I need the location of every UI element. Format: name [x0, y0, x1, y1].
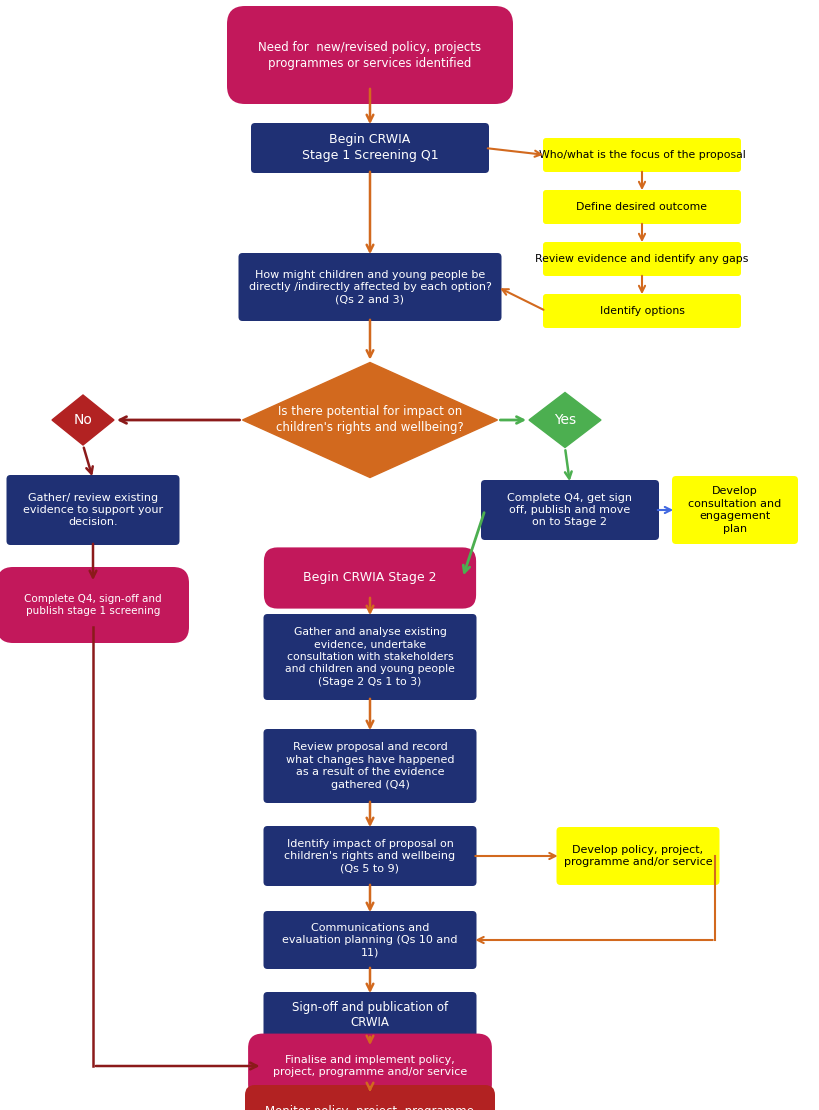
Text: Communications and
evaluation planning (Qs 10 and
11): Communications and evaluation planning (… [282, 922, 457, 958]
FancyBboxPatch shape [7, 475, 179, 545]
FancyBboxPatch shape [263, 992, 476, 1038]
Text: Gather and analyse existing
evidence, undertake
consultation with stakeholders
a: Gather and analyse existing evidence, un… [285, 627, 455, 687]
Polygon shape [242, 363, 497, 477]
FancyBboxPatch shape [227, 6, 513, 104]
Text: Gather/ review existing
evidence to support your
decision.: Gather/ review existing evidence to supp… [23, 493, 163, 527]
Text: Develop
consultation and
engagement
plan: Develop consultation and engagement plan [687, 486, 781, 534]
FancyBboxPatch shape [556, 827, 718, 885]
FancyBboxPatch shape [481, 480, 658, 539]
FancyBboxPatch shape [263, 911, 476, 969]
Text: Identify impact of proposal on
children's rights and wellbeing
(Qs 5 to 9): Identify impact of proposal on children'… [284, 838, 455, 874]
Text: Sign-off and publication of
CRWIA: Sign-off and publication of CRWIA [292, 1000, 447, 1029]
Text: Review proposal and record
what changes have happened
as a result of the evidenc: Review proposal and record what changes … [285, 743, 454, 789]
Text: Need for  new/revised policy, projects
programmes or services identified: Need for new/revised policy, projects pr… [258, 40, 481, 70]
Text: Complete Q4, get sign
off, publish and move
on to Stage 2: Complete Q4, get sign off, publish and m… [507, 493, 631, 527]
Text: Develop policy, project,
programme and/or service: Develop policy, project, programme and/o… [563, 845, 712, 867]
Text: Monitor policy, project, programme
and/or service. Complete CRWIA
Stage 3 - Chil: Monitor policy, project, programme and/o… [265, 1106, 474, 1110]
Polygon shape [52, 395, 114, 445]
Text: Is there potential for impact on
children's rights and wellbeing?: Is there potential for impact on childre… [276, 405, 464, 434]
Text: Complete Q4, sign-off and
publish stage 1 screening: Complete Q4, sign-off and publish stage … [24, 594, 161, 616]
FancyBboxPatch shape [238, 253, 501, 321]
FancyBboxPatch shape [542, 242, 740, 276]
FancyBboxPatch shape [542, 190, 740, 224]
FancyBboxPatch shape [542, 138, 740, 172]
FancyBboxPatch shape [263, 614, 476, 700]
Text: Identify options: Identify options [599, 306, 684, 316]
FancyBboxPatch shape [542, 294, 740, 327]
FancyBboxPatch shape [264, 547, 476, 608]
Text: Begin CRWIA Stage 2: Begin CRWIA Stage 2 [303, 572, 437, 585]
FancyBboxPatch shape [672, 476, 797, 544]
Text: Begin CRWIA
Stage 1 Screening Q1: Begin CRWIA Stage 1 Screening Q1 [301, 133, 438, 162]
Text: Define desired outcome: Define desired outcome [576, 202, 707, 212]
FancyBboxPatch shape [248, 1033, 491, 1099]
FancyBboxPatch shape [251, 123, 488, 173]
Text: No: No [74, 413, 93, 427]
FancyBboxPatch shape [0, 567, 188, 643]
FancyBboxPatch shape [263, 826, 476, 886]
Text: Who/what is the focus of the proposal: Who/what is the focus of the proposal [538, 150, 744, 160]
FancyBboxPatch shape [245, 1084, 495, 1110]
Text: Yes: Yes [554, 413, 576, 427]
FancyBboxPatch shape [263, 729, 476, 803]
Text: How might children and young people be
directly /indirectly affected by each opt: How might children and young people be d… [248, 270, 491, 304]
Polygon shape [528, 393, 600, 447]
Text: Review evidence and identify any gaps: Review evidence and identify any gaps [535, 254, 748, 264]
Text: Finalise and implement policy,
project, programme and/or service: Finalise and implement policy, project, … [273, 1054, 467, 1077]
